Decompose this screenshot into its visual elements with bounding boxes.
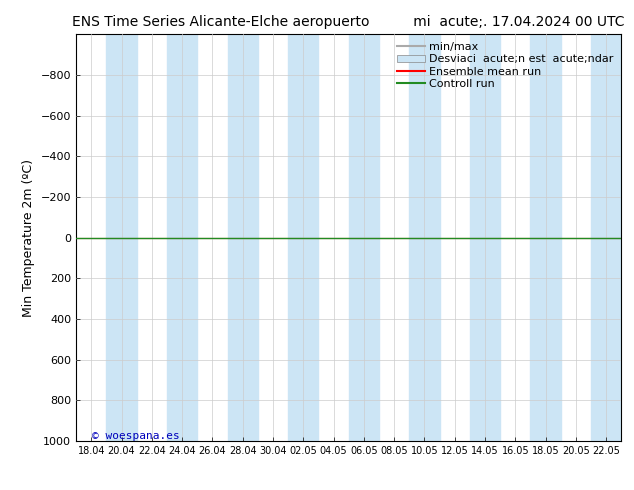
Legend: min/max, Desviaci  acute;n est  acute;ndar, Ensemble mean run, Controll run: min/max, Desviaci acute;n est acute;ndar… [392, 38, 618, 93]
Bar [531, 34, 560, 441]
Bar [349, 34, 379, 441]
Bar [167, 34, 197, 441]
Bar [410, 34, 439, 441]
Bar [228, 34, 258, 441]
Bar [107, 34, 137, 441]
Title: ENS Time Series Alicante-Elche aeropuerto          mi  acute;. 17.04.2024 00 UTC: ENS Time Series Alicante-Elche aeropuert… [72, 15, 625, 29]
Y-axis label: Min Temperature 2m (ºC): Min Temperature 2m (ºC) [22, 159, 35, 317]
Bar [288, 34, 318, 441]
Bar [470, 34, 500, 441]
Text: © woespana.es: © woespana.es [91, 431, 179, 441]
Bar [591, 34, 621, 441]
